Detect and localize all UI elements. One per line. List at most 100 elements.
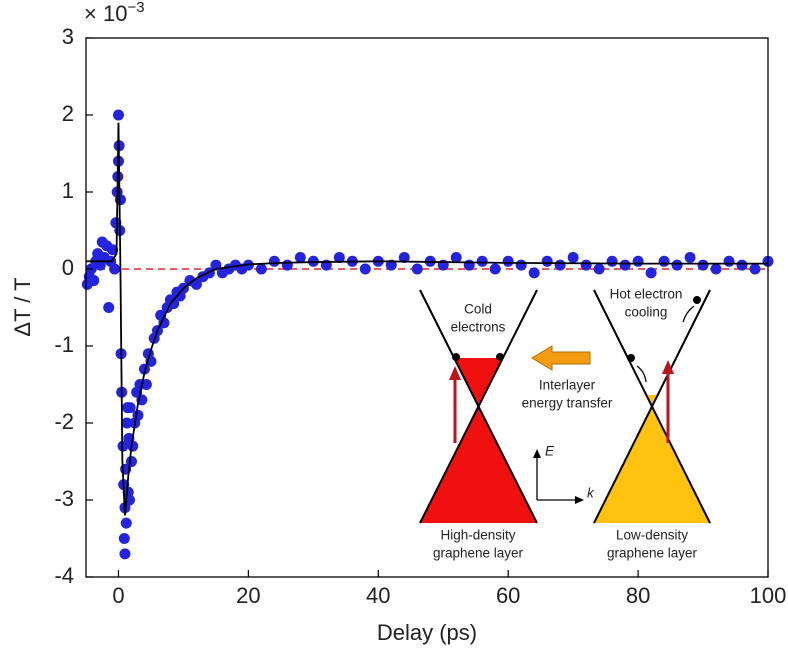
inset-axis-label: E [545, 444, 555, 459]
data-point [749, 263, 761, 275]
inset-label: Hot electron [610, 287, 683, 302]
data-point [107, 244, 119, 256]
high-density-lower-cone [420, 405, 537, 523]
data-point [118, 533, 130, 544]
electron [627, 354, 635, 362]
data-point [476, 255, 488, 267]
data-point [385, 259, 397, 271]
data-point [593, 263, 605, 275]
data-point [736, 259, 748, 271]
y-multiplier-base: × 10 [84, 1, 127, 26]
y-axis-label: ΔT / T [10, 277, 35, 336]
arrow-head [449, 366, 461, 380]
data-point [411, 263, 423, 275]
inset-label: cooling [625, 305, 668, 320]
data-point [450, 251, 462, 263]
data-point [168, 298, 180, 310]
fit-line [86, 122, 768, 516]
y-tick-label: 0 [62, 255, 74, 280]
low-density-upper-fill [647, 395, 657, 406]
data-point [723, 255, 735, 267]
y-tick-label: -3 [54, 486, 74, 511]
data-point [294, 251, 306, 263]
data-point [281, 259, 293, 271]
cone-line [593, 289, 711, 524]
cooling-arrow [682, 305, 695, 323]
cooling-arrow [636, 365, 647, 383]
inset-label: graphene layer [607, 546, 698, 561]
x-tick-label: 60 [496, 583, 520, 608]
y-tick-label: 1 [62, 178, 74, 203]
data-point [109, 263, 121, 275]
data-point [710, 263, 722, 275]
y-multiplier-exponent: −3 [127, 0, 144, 16]
data-point [528, 267, 540, 279]
x-tick-label: 0 [112, 583, 124, 608]
data-point [121, 417, 133, 429]
high-density-upper-fill [454, 358, 503, 405]
data-point [112, 109, 124, 121]
data-point [658, 255, 670, 267]
data-point [255, 263, 267, 275]
data-point [140, 379, 152, 390]
arrow-head [662, 360, 674, 374]
inset-label: Cold [464, 302, 492, 317]
data-point [119, 548, 131, 560]
inset-label: Interlayer [539, 378, 596, 393]
data-point [697, 259, 709, 271]
x-tick-label: 20 [236, 583, 260, 608]
data-point [489, 263, 501, 275]
y-tick-label: -4 [54, 563, 74, 588]
inset-label: graphene layer [433, 546, 524, 561]
electron [496, 353, 504, 361]
data-point [684, 251, 696, 263]
transfer-arrow [531, 345, 591, 371]
y-tick-label: 3 [62, 24, 74, 49]
data-point [268, 255, 280, 267]
data-point [359, 263, 371, 275]
data-point [580, 259, 592, 271]
data-point [554, 259, 566, 271]
data-point [567, 251, 579, 263]
data-point [125, 456, 137, 467]
plot-frame [85, 37, 769, 578]
y-multiplier: × 10−3 [84, 0, 145, 26]
inset-label: electrons [451, 320, 506, 335]
data-point [645, 267, 657, 279]
data-point [541, 255, 553, 267]
inset-axis-label: k [587, 486, 595, 501]
x-tick-label: 100 [750, 583, 787, 608]
data-point [103, 302, 115, 313]
data-point [606, 255, 618, 267]
arrow-head [575, 496, 584, 504]
low-density-lower-cone [594, 406, 710, 523]
data-point [190, 278, 202, 290]
data-point [88, 275, 100, 287]
data-point [671, 259, 683, 271]
data-point [158, 317, 170, 329]
data-point [127, 440, 139, 452]
electron [693, 296, 701, 304]
data-point [333, 251, 345, 263]
electron [452, 353, 460, 361]
data-point [132, 409, 144, 421]
arrow-head [533, 449, 541, 458]
data-point [502, 255, 514, 267]
y-tick-label: 2 [62, 101, 74, 126]
inset-diagram: Cold electrons Hot electron cooling Inte… [419, 287, 711, 561]
x-tick-label: 40 [366, 583, 390, 608]
data-point [632, 255, 644, 267]
y-tick-label: -1 [54, 332, 74, 357]
data-point [619, 259, 631, 271]
inset-label: High-density [440, 528, 515, 543]
data-point [120, 517, 132, 529]
inset-label: energy transfer [522, 396, 613, 411]
data-point [124, 402, 136, 414]
data-point [515, 259, 527, 271]
data-point [463, 259, 475, 271]
data-point [398, 251, 410, 263]
x-tick-label: 80 [626, 583, 650, 608]
x-axis-label: Delay (ps) [377, 620, 477, 645]
inset-label: Low-density [616, 528, 688, 543]
